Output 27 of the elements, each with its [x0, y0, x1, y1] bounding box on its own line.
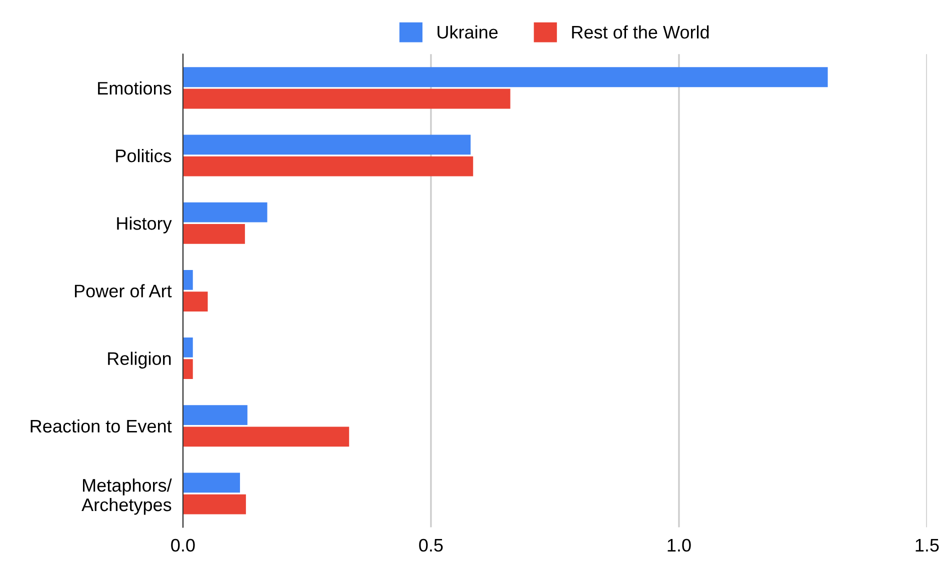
legend-label: Rest of the World — [572, 25, 709, 39]
y-tick-label: Politics — [116, 148, 172, 162]
bar — [182, 67, 828, 88]
bar — [182, 156, 474, 176]
x-tick-label: 0.0 — [171, 538, 195, 552]
legend-label: Ukraine — [438, 25, 498, 39]
bar — [182, 270, 193, 290]
bar — [182, 224, 245, 244]
bar — [182, 134, 471, 155]
x-tick-label: 1.5 — [916, 539, 939, 552]
bar — [182, 426, 350, 447]
x-tick-label: 1.0 — [668, 538, 691, 552]
bar — [182, 472, 240, 493]
y-tick-label: Metaphors/ Archetypes — [82, 478, 172, 515]
bar — [182, 292, 208, 312]
y-tick-label: History — [117, 216, 172, 234]
y-tick-label: Religion — [108, 352, 171, 369]
bar — [182, 494, 246, 514]
bar — [182, 405, 248, 426]
bar — [182, 88, 510, 109]
y-tick-label: Power of Art — [74, 284, 172, 298]
y-tick-label: Emotions — [98, 81, 172, 95]
bar — [182, 202, 268, 222]
bar — [182, 359, 193, 380]
y-tick-label: Reaction to Event — [30, 419, 172, 433]
bar — [182, 338, 193, 358]
x-tick-label: 0.5 — [419, 538, 443, 552]
